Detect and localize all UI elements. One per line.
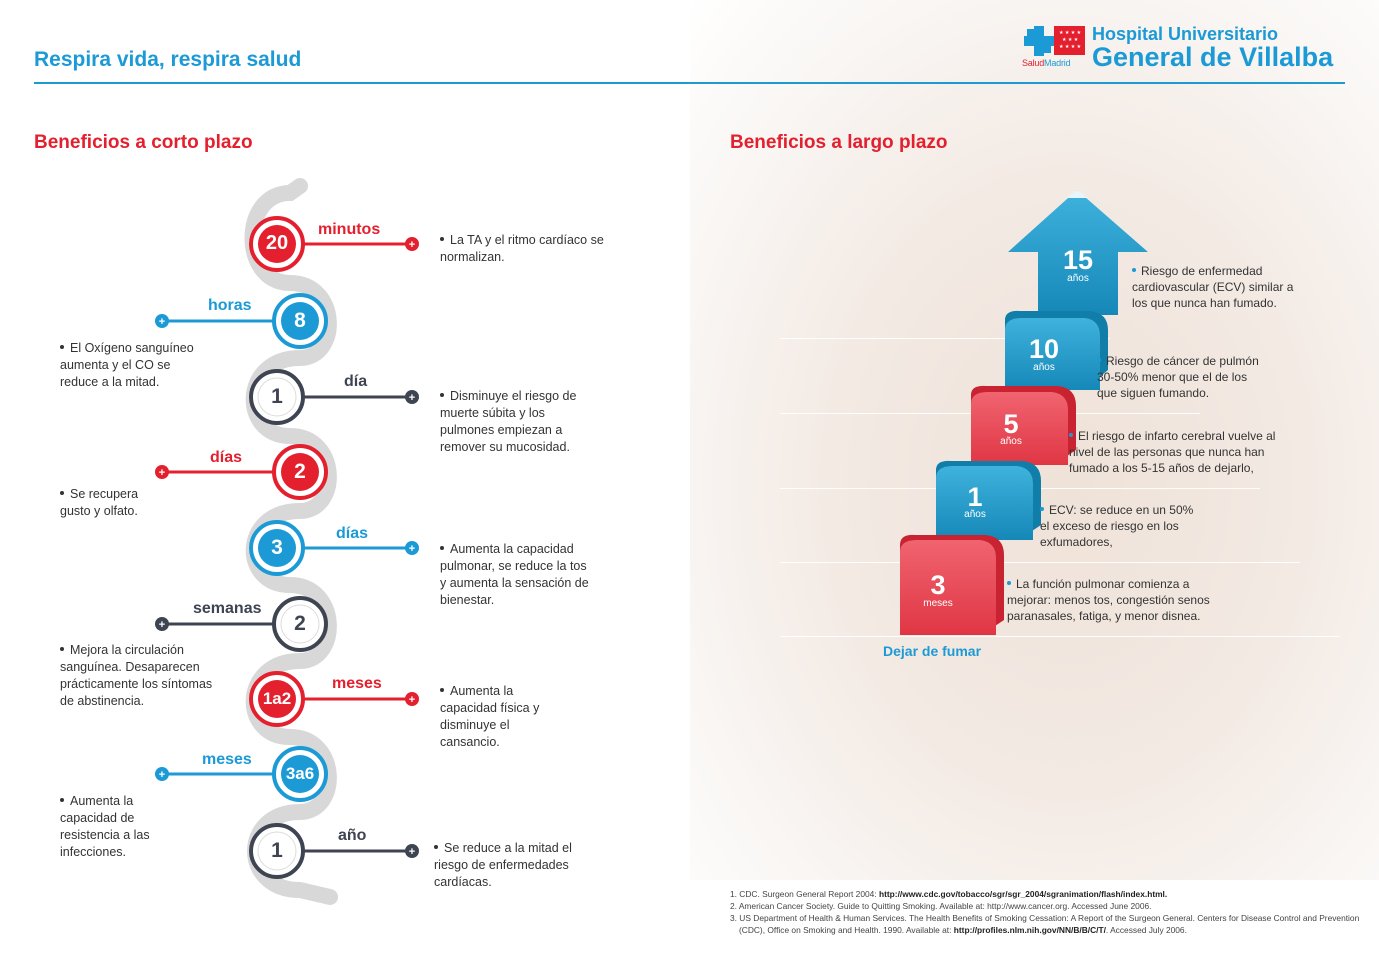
page-title: Respira vida, respira salud xyxy=(34,48,302,71)
stage-number-8: 8 xyxy=(294,309,306,332)
step-number-5: 5 xyxy=(1003,409,1019,439)
step-15-anos xyxy=(1008,190,1148,315)
step-number-15: 15 xyxy=(1062,245,1094,275)
step-1-ano xyxy=(936,460,1041,540)
step-number-3-meses: 3 xyxy=(930,570,946,600)
header-divider xyxy=(34,82,1345,84)
longterm-text-1-ano: ECV: se reduce en un 50% el exceso de ri… xyxy=(1040,503,1194,549)
step-unit-15: años xyxy=(1067,273,1089,284)
step-unit-1-ano: años xyxy=(964,509,986,520)
longterm-text-3-meses: La función pulmonar comienza a mejorar: … xyxy=(1007,577,1210,623)
stage-3a6-meses: + xyxy=(155,746,328,802)
svg-text:+: + xyxy=(409,392,415,404)
stage-number-1a2: 1a2 xyxy=(262,689,292,708)
benefit-text-3a6-meses: Aumenta la capacidad de resistencia a la… xyxy=(60,794,150,859)
longterm-text-15-anos: Riesgo de enfermedad cardiovascular (ECV… xyxy=(1132,264,1294,310)
svg-text:+: + xyxy=(409,694,415,706)
long-term-steps xyxy=(900,190,1148,635)
svg-text:+: + xyxy=(159,316,165,328)
benefit-text-20-minutos: La TA y el ritmo cardíaco se normalizan. xyxy=(440,233,604,264)
stage-number-3a6: 3a6 xyxy=(285,764,315,783)
quit-smoking-label: Dejar de fumar xyxy=(883,643,982,659)
saludmadrid-cross-icon xyxy=(1024,26,1054,56)
reference-2: 2. American Cancer Society. Guide to Qui… xyxy=(730,901,1152,911)
long-term-title: Beneficios a largo plazo xyxy=(730,132,948,153)
reference-3: 3. US Department of Health & Human Servi… xyxy=(730,913,1360,935)
step-number-1-ano: 1 xyxy=(967,482,983,512)
step-unit-10: años xyxy=(1033,362,1055,373)
stage-unit-dia: día xyxy=(344,373,368,390)
benefit-text-8-horas: El Oxígeno sanguíneo aumenta y el CO se … xyxy=(60,341,194,389)
svg-text:+: + xyxy=(409,239,415,251)
step-5-anos xyxy=(971,385,1076,465)
step-10-anos xyxy=(1005,310,1108,390)
svg-text:+: + xyxy=(159,619,165,631)
benefit-text-2-dias: Se recupera gusto y olfato. xyxy=(60,487,139,518)
svg-text:+: + xyxy=(409,543,415,555)
hospital-name-line2: General de Villalba xyxy=(1092,42,1334,72)
hospital-name-line1: Hospital Universitario xyxy=(1092,24,1279,44)
svg-text:+: + xyxy=(409,846,415,858)
step-unit-3-meses: meses xyxy=(923,598,953,609)
benefit-text-1-ano: Se reduce a la mitad el riesgo de enferm… xyxy=(434,841,572,889)
stage-unit-semanas: semanas xyxy=(193,600,262,617)
stage-2-semanas: + xyxy=(155,596,328,652)
hospital-logo: ★ ★ ★ ★ ★ ★ ★ ★ ★ ★ ★ SaludMadrid Hospit… xyxy=(1022,24,1348,74)
saludmadrid-wordmark: SaludMadrid xyxy=(1022,58,1071,68)
longterm-text-5-anos: El riesgo de infarto cerebral vuelve al … xyxy=(1069,429,1276,475)
short-term-timeline: + + + + + + + + xyxy=(155,178,419,905)
stage-1-ano: + xyxy=(249,823,419,879)
short-term-title: Beneficios a corto plazo xyxy=(34,132,253,153)
reference-1: 1. CDC. Surgeon General Report 2004: htt… xyxy=(730,889,1168,899)
stage-number-2-semanas: 2 xyxy=(294,612,306,635)
stage-20-minutos: + xyxy=(249,216,419,272)
stage-number-20: 20 xyxy=(265,232,289,254)
svg-text:+: + xyxy=(159,467,165,479)
stage-unit-ano: año xyxy=(338,827,367,844)
stage-unit-minutos: minutos xyxy=(318,221,381,238)
stage-1a2-meses: + xyxy=(249,671,419,727)
stage-number-1-dia: 1 xyxy=(271,385,283,408)
stage-number-3-dias: 3 xyxy=(271,536,283,559)
stage-unit-dias-2: días xyxy=(210,449,243,466)
benefit-text-1a2-meses: Aumenta la capacidad física y disminuye … xyxy=(440,684,540,749)
references: 1. CDC. Surgeon General Report 2004: htt… xyxy=(730,888,1360,936)
svg-text:+: + xyxy=(159,769,165,781)
stage-1-dia: + xyxy=(249,369,419,425)
stage-unit-meses-1a2: meses xyxy=(332,675,382,692)
step-3-meses xyxy=(900,534,1004,635)
step-number-10: 10 xyxy=(1028,334,1060,364)
madrid-flag-icon: ★ ★ ★ ★ ★ ★ ★ ★ ★ ★ ★ xyxy=(1054,26,1085,55)
longterm-text-10-anos: Riesgo de cáncer de pulmón 30-50% menor … xyxy=(1097,354,1259,400)
stage-number-2-dias: 2 xyxy=(294,460,306,483)
benefit-text-3-dias: Aumenta la capacidad pulmonar, se reduce… xyxy=(440,542,589,607)
stage-unit-meses-3a6: meses xyxy=(202,751,252,768)
stage-unit-horas: horas xyxy=(208,297,252,314)
benefit-text-2-semanas: Mejora la circulación sanguínea. Desapar… xyxy=(60,643,213,708)
stage-8-horas: + xyxy=(155,293,328,349)
stage-2-dias: + xyxy=(155,444,328,500)
benefit-text-1-dia: Disminuye el riesgo de muerte súbita y l… xyxy=(440,389,577,454)
stage-3-dias: + xyxy=(249,520,419,576)
stage-number-1-ano: 1 xyxy=(271,839,283,862)
step-unit-5: años xyxy=(1000,436,1022,447)
stage-unit-dias-3: días xyxy=(336,525,369,542)
